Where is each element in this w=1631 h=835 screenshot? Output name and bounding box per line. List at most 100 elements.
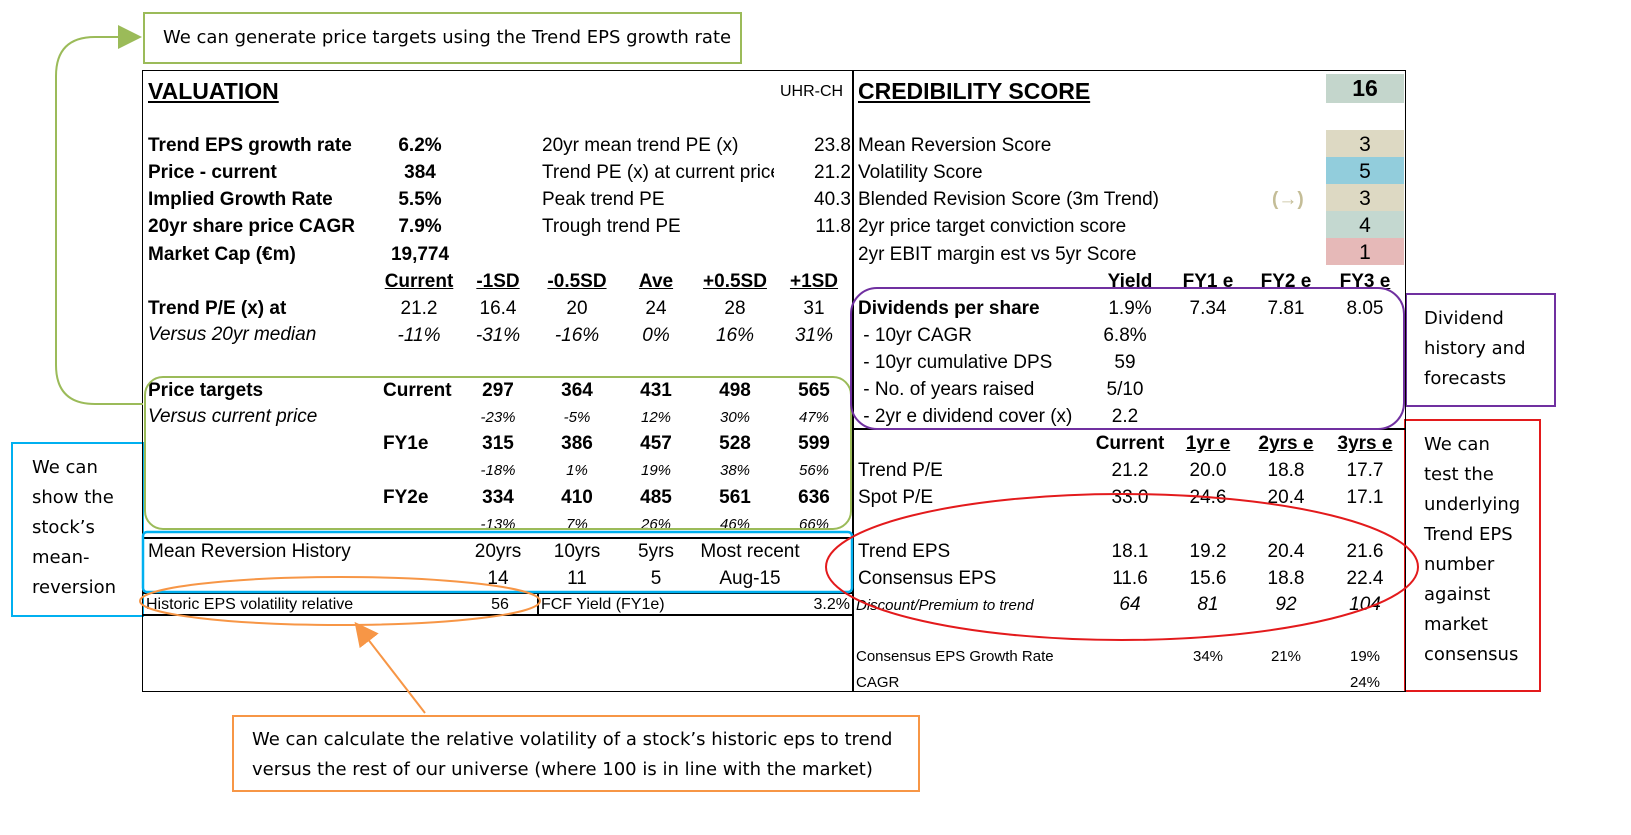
score-value-5: 1: [1326, 238, 1404, 265]
mr-value: Aug-15: [719, 568, 781, 589]
callout-top-text: We can generate price targets using the …: [163, 27, 732, 48]
pt-value: 457: [640, 433, 672, 454]
callout-consensus-line-4: Trend EPS: [1424, 524, 1513, 545]
divider-mean-reversion-top: [142, 537, 853, 539]
fc-spot-pe-value: 33.0: [1111, 487, 1149, 508]
vs-median-value: 16%: [715, 325, 755, 346]
callout-consensus-line-7: market: [1424, 614, 1488, 635]
trend-pe-value: 28: [724, 298, 746, 319]
div-row-value: 5/10: [1106, 379, 1144, 400]
pt-pct: -18%: [480, 462, 516, 479]
sd-header-plus-half-sd: +0.5SD: [703, 271, 767, 292]
mean-reversion-label: Mean Reversion History: [148, 541, 351, 562]
callout-dividend-line-3: forecasts: [1424, 368, 1507, 389]
pt-pct: 26%: [640, 516, 672, 533]
fc-consensus-eps-value: 15.6: [1189, 568, 1227, 589]
fc-consensus-eps-label: Consensus EPS: [858, 568, 997, 589]
fc-header-1yr: 1yr e: [1185, 433, 1231, 454]
vs-median-value: -16%: [554, 325, 600, 346]
price-targets-sublabel: Versus current price: [148, 406, 318, 427]
divider-forecast-top: [852, 428, 1406, 430]
metric-value-2: 384: [404, 162, 436, 183]
eps-volatility-value: 56: [491, 596, 509, 613]
pt-value: 334: [482, 487, 514, 508]
callout-dividend-line-2: history and: [1424, 338, 1526, 359]
vs-median-value: 31%: [794, 325, 834, 346]
fc-consensus-eps-value: 18.8: [1267, 568, 1305, 589]
sd-header-minus-half-sd: -0.5SD: [547, 271, 607, 292]
fc-trend-pe-value: 18.8: [1267, 460, 1305, 481]
pt-value: 485: [640, 487, 672, 508]
mr-value: 14: [487, 568, 509, 589]
div-header-fy2: FY2 e: [1260, 271, 1312, 292]
fc-header-current: Current: [1095, 433, 1165, 454]
fc-trend-pe-value: 20.0: [1189, 460, 1227, 481]
callout-mean-reversion-line-2: show the: [32, 487, 114, 508]
metric-label-2: Price - current: [148, 162, 277, 183]
score-value-2: 5: [1326, 157, 1404, 184]
sd-header-plus-1sd: +1SD: [789, 271, 839, 292]
score-value-4: 4: [1326, 211, 1404, 238]
pt-pct: 7%: [566, 516, 588, 533]
pt-period-current: Current: [383, 380, 452, 401]
fc-trend-eps-value: 19.2: [1189, 541, 1227, 562]
pt-pct: -5%: [563, 409, 591, 426]
div-row-label: - No. of years raised: [858, 379, 1035, 400]
sd-header-current: Current: [384, 271, 454, 292]
fc-trend-eps-label: Trend EPS: [858, 541, 951, 562]
metric-label-4: 20yr share price CAGR: [148, 216, 355, 237]
pt-pct: 19%: [640, 462, 672, 479]
callout-mean-reversion-line-4: mean-: [32, 547, 90, 568]
dps-value: 1.9%: [1108, 298, 1152, 319]
fc-spot-pe-value: 20.4: [1267, 487, 1305, 508]
pt-value: 498: [719, 380, 751, 401]
pt-pct: 47%: [798, 409, 830, 426]
price-targets-label: Price targets: [148, 380, 264, 401]
mr-value: 5: [650, 568, 662, 589]
callout-dividend: Dividend history and forecasts: [1405, 293, 1556, 407]
vs-median-label: Versus 20yr median: [148, 324, 317, 345]
metric-value-3: 5.5%: [398, 189, 442, 210]
pt-pct: -23%: [480, 409, 516, 426]
pe-stat-value-1: 23.8: [814, 135, 851, 156]
pt-value: 565: [798, 380, 830, 401]
div-header-fy1: FY1 e: [1182, 271, 1234, 292]
vs-median-value: -31%: [475, 325, 521, 346]
fc-discount-value: 104: [1349, 594, 1381, 615]
mr-value: 11: [567, 568, 587, 589]
div-header-yield: Yield: [1107, 271, 1153, 292]
ticker: UHR-CH: [780, 83, 844, 100]
fc-trend-eps-value: 18.1: [1111, 541, 1149, 562]
pe-stat-label-1: 20yr mean trend PE (x): [542, 135, 739, 156]
score-value-3: 3: [1326, 184, 1404, 211]
fc-cagr-label: CAGR: [856, 674, 900, 691]
fc-trend-eps-value: 21.6: [1346, 541, 1384, 562]
fc-spot-pe-label: Spot P/E: [858, 487, 933, 508]
callout-consensus-line-3: underlying: [1424, 494, 1521, 515]
div-row-value: 59: [1114, 352, 1136, 373]
mr-header-recent: Most recent: [700, 541, 800, 562]
div-row-label: - 10yr cumulative DPS: [858, 352, 1053, 373]
pt-pct: 56%: [798, 462, 830, 479]
divider-fcf-yield: [537, 592, 539, 615]
fc-cagr-value: 24%: [1349, 674, 1381, 691]
valuation-title: VALUATION: [148, 78, 279, 104]
fcf-yield-label: FCF Yield (FY1e): [541, 596, 665, 613]
callout-mean-reversion-line-5: reversion: [32, 577, 117, 598]
pt-pct: 12%: [640, 409, 672, 426]
fc-header-3yrs: 3yrs e: [1337, 433, 1393, 454]
fc-trend-pe-value: 17.7: [1346, 460, 1384, 481]
fc-spot-pe-value: 24.6: [1189, 487, 1227, 508]
pt-pct: 1%: [566, 462, 588, 479]
dps-value: 8.05: [1346, 298, 1384, 319]
pt-period-fy2e: FY2e: [383, 487, 429, 508]
fc-trend-pe-label: Trend P/E: [858, 460, 943, 481]
fc-discount-label: Discount/Premium to trend: [856, 597, 1034, 614]
score-label-5: 2yr EBIT margin est vs 5yr Score: [858, 244, 1137, 265]
pt-pct: -13%: [480, 516, 516, 533]
callout-volatility-line-2: versus the rest of our universe (where 1…: [252, 759, 873, 780]
fcf-yield-value: 3.2%: [813, 596, 850, 613]
callout-consensus-line-8: consensus: [1424, 644, 1519, 665]
dps-label: Dividends per share: [858, 298, 1040, 319]
pe-stat-value-2: 21.2: [814, 162, 851, 183]
